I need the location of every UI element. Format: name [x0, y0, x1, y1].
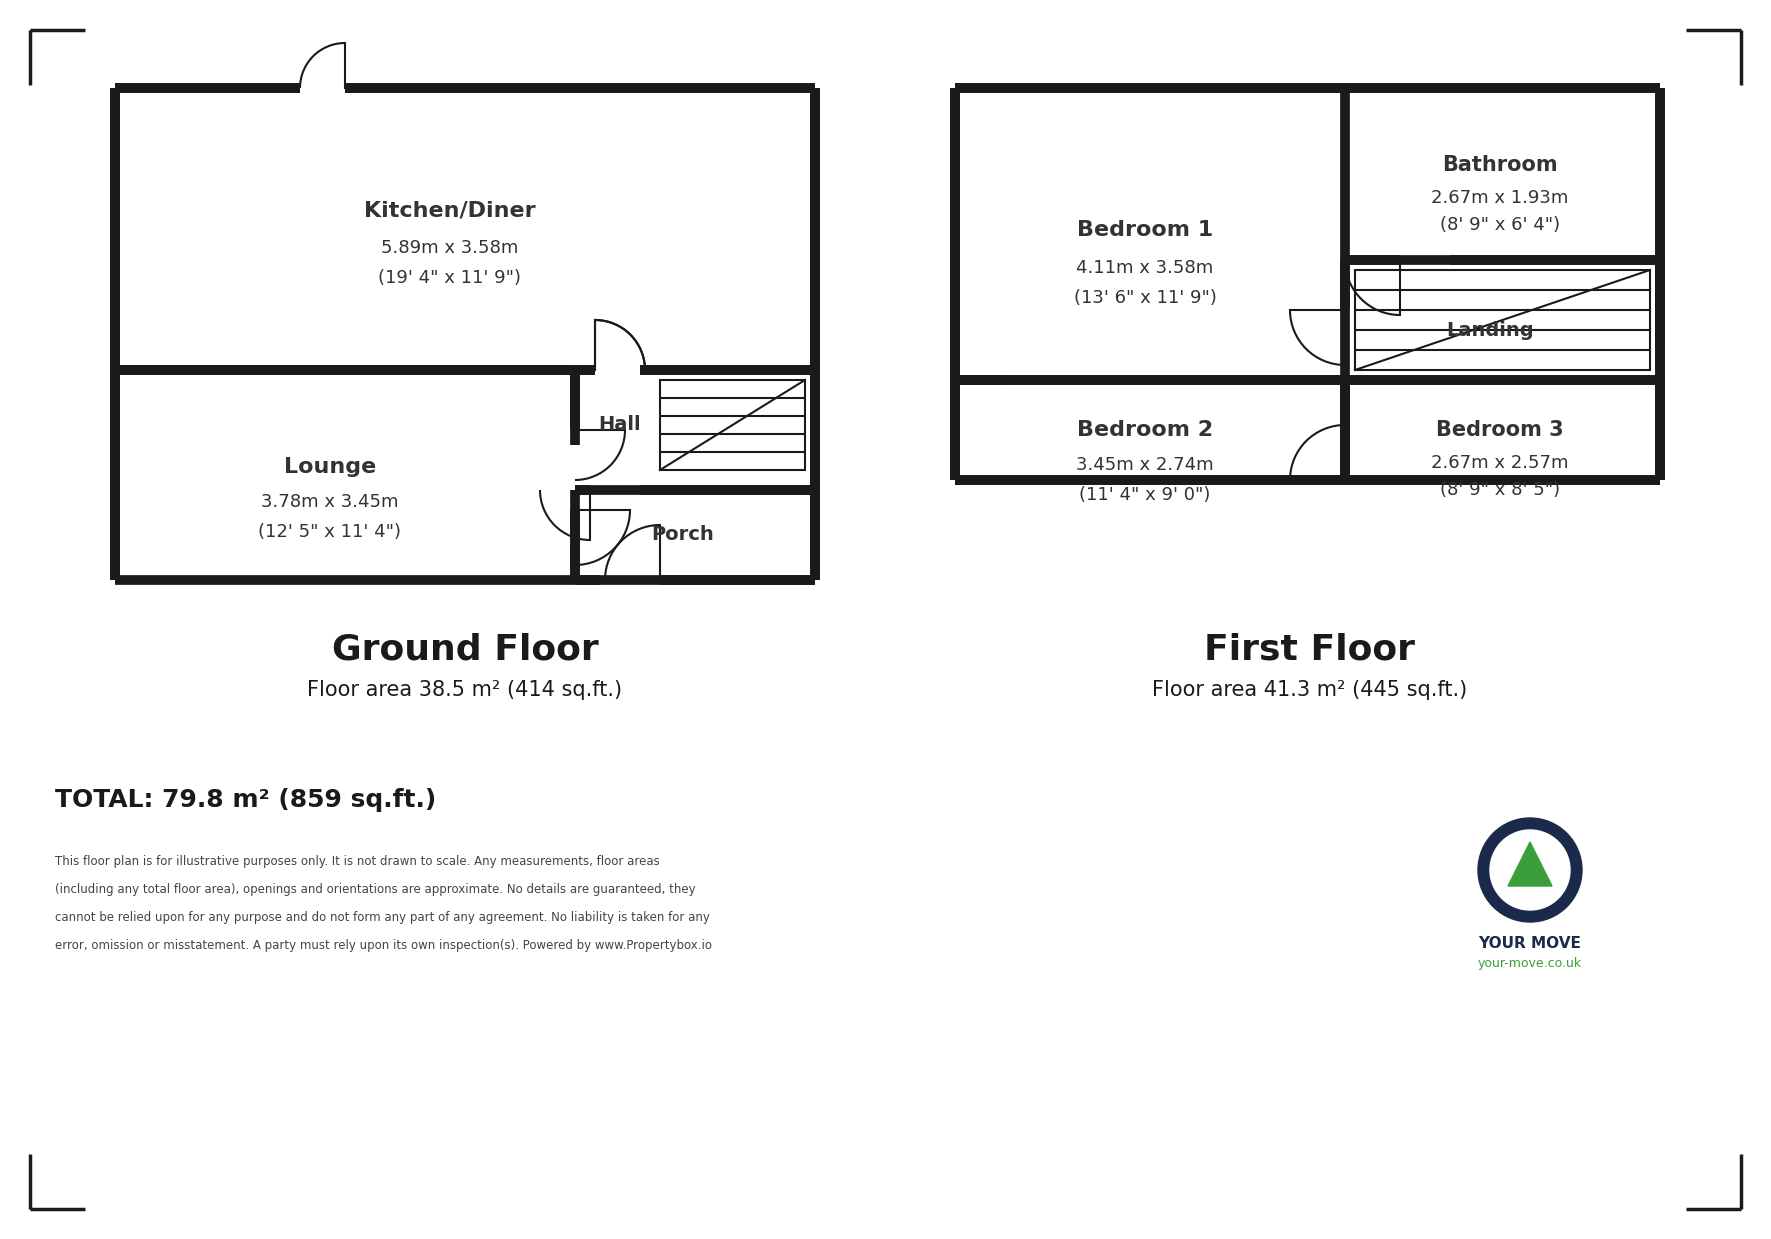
Text: 2.67m x 1.93m: 2.67m x 1.93m	[1431, 190, 1569, 207]
Text: Porch: Porch	[652, 525, 714, 544]
Text: (19' 4" x 11' 9"): (19' 4" x 11' 9")	[379, 269, 521, 287]
Circle shape	[1479, 818, 1582, 922]
Text: 2.67m x 2.57m: 2.67m x 2.57m	[1431, 453, 1569, 472]
Text: (8' 9" x 8' 5"): (8' 9" x 8' 5")	[1440, 481, 1560, 499]
Text: 4.11m x 3.58m: 4.11m x 3.58m	[1077, 259, 1213, 278]
Text: (12' 5" x 11' 4"): (12' 5" x 11' 4")	[259, 523, 402, 541]
Text: (including any total floor area), openings and orientations are approximate. No : (including any total floor area), openin…	[55, 883, 696, 896]
Text: (11' 4" x 9' 0"): (11' 4" x 9' 0")	[1079, 486, 1211, 504]
Bar	[1341, 382, 1350, 478]
Text: Ground Floor: Ground Floor	[331, 633, 599, 667]
Text: your-move.co.uk: your-move.co.uk	[1479, 958, 1582, 970]
Circle shape	[1489, 830, 1571, 909]
Text: Floor area 38.5 m² (414 sq.ft.): Floor area 38.5 m² (414 sq.ft.)	[308, 680, 623, 700]
Bar	[956, 375, 1342, 384]
Text: 3.45m x 2.74m: 3.45m x 2.74m	[1077, 456, 1213, 475]
Text: Floor area 41.3 m² (445 sq.ft.): Floor area 41.3 m² (445 sq.ft.)	[1153, 680, 1468, 700]
Text: Bedroom 1: Bedroom 1	[1077, 221, 1213, 240]
Text: Bedroom 2: Bedroom 2	[1077, 420, 1213, 440]
Text: First Floor: First Floor	[1204, 633, 1415, 667]
Bar	[577, 576, 811, 584]
Text: cannot be relied upon for any purpose and do not form any part of any agreement.: cannot be relied upon for any purpose an…	[55, 911, 710, 924]
Text: Kitchen/Diner: Kitchen/Diner	[365, 199, 537, 221]
Text: 3.78m x 3.45m: 3.78m x 3.45m	[262, 493, 398, 510]
Text: Bathroom: Bathroom	[1442, 155, 1558, 175]
Bar	[661, 380, 806, 470]
Text: TOTAL: 79.8 m² (859 sq.ft.): TOTAL: 79.8 m² (859 sq.ft.)	[55, 788, 436, 812]
Text: Lounge: Lounge	[283, 457, 375, 477]
Text: (13' 6" x 11' 9"): (13' 6" x 11' 9")	[1073, 289, 1217, 307]
Text: Landing: Landing	[1447, 321, 1534, 339]
Text: Hall: Hall	[599, 415, 641, 435]
Text: Bedroom 3: Bedroom 3	[1436, 420, 1564, 440]
Bar	[1341, 261, 1350, 378]
Text: This floor plan is for illustrative purposes only. It is not drawn to scale. Any: This floor plan is for illustrative purp…	[55, 855, 661, 869]
Text: (8' 9" x 6' 4"): (8' 9" x 6' 4")	[1440, 216, 1560, 234]
Polygon shape	[1507, 843, 1551, 886]
Bar	[1355, 270, 1651, 370]
Bar	[570, 373, 579, 577]
Text: YOUR MOVE: YOUR MOVE	[1479, 937, 1582, 952]
Text: 5.89m x 3.58m: 5.89m x 3.58m	[381, 239, 519, 256]
Bar	[122, 366, 808, 374]
Text: error, omission or misstatement. A party must rely upon its own inspection(s). P: error, omission or misstatement. A party…	[55, 939, 712, 952]
Bar	[1348, 256, 1658, 264]
Bar	[577, 486, 811, 494]
